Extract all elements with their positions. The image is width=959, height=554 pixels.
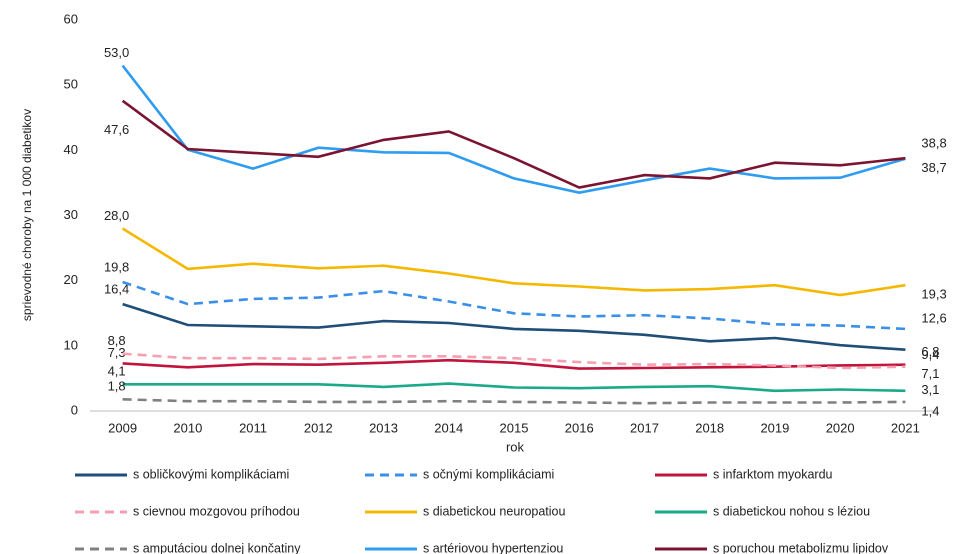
y-tick-label: 0 — [71, 402, 78, 417]
y-tick-label: 60 — [64, 11, 78, 26]
x-tick-label: 2013 — [369, 420, 398, 435]
x-tick-label: 2011 — [239, 420, 267, 435]
data-label: 38,7 — [921, 160, 946, 175]
x-tick-label: 2021 — [891, 420, 920, 435]
data-label: 4,1 — [108, 364, 126, 379]
y-tick-label: 10 — [64, 337, 78, 352]
legend-label: s očnými komplikáciami — [423, 467, 554, 481]
legend-label: s obličkovými komplikáciami — [133, 467, 289, 481]
data-label: 6,8 — [921, 344, 939, 359]
data-label: 12,6 — [921, 310, 946, 325]
y-tick-label: 30 — [64, 207, 78, 222]
data-label: 9,4 — [921, 347, 939, 362]
data-label: 16,4 — [104, 282, 129, 297]
x-tick-label: 2017 — [630, 420, 659, 435]
data-label: 19,8 — [104, 259, 129, 274]
series-line — [121, 227, 906, 297]
y-tick-label: 40 — [64, 142, 78, 157]
legend-label: s poruchou metabolizmu lipidov — [713, 541, 889, 554]
data-label: 38,8 — [921, 136, 946, 151]
legend-label: s artériovou hypertenziou — [423, 541, 563, 554]
legend-label: s diabetickou nohou s léziou — [713, 504, 870, 518]
x-tick-label: 2019 — [760, 420, 789, 435]
y-axis-label: sprievodné choroby na 1 000 diabetikov — [20, 109, 34, 321]
series-line — [122, 280, 906, 331]
x-tick-label: 2020 — [826, 420, 855, 435]
data-label: 1,4 — [921, 403, 939, 418]
data-label: 3,1 — [921, 382, 939, 397]
y-tick-label: 50 — [64, 77, 78, 92]
series-line — [122, 302, 906, 351]
x-tick-label: 2009 — [108, 420, 137, 435]
x-tick-label: 2012 — [304, 420, 333, 435]
data-label: 53,0 — [104, 45, 129, 60]
series-line — [122, 352, 906, 370]
data-label: 8,8 — [108, 333, 126, 348]
x-tick-label: 2014 — [434, 420, 463, 435]
data-label: 47,6 — [104, 122, 129, 137]
legend-label: s diabetickou neuropatiou — [423, 504, 566, 518]
data-label: 7,3 — [108, 345, 126, 360]
x-tick-label: 2016 — [565, 420, 594, 435]
data-label: 1,8 — [108, 379, 126, 394]
series-line — [121, 64, 906, 195]
legend-label: s amputáciou dolnej končatiny — [133, 541, 301, 554]
x-tick-label: 2018 — [695, 420, 724, 435]
data-label: 28,0 — [104, 208, 129, 223]
y-tick-label: 20 — [64, 272, 78, 287]
series-line — [122, 358, 906, 370]
series-line — [122, 382, 906, 393]
legend-label: s cievnou mozgovou príhodou — [133, 504, 300, 518]
x-tick-label: 2010 — [173, 420, 202, 435]
x-tick-label: 2015 — [500, 420, 529, 435]
legend-label: s infarktom myokardu — [713, 467, 833, 481]
data-label: 19,3 — [921, 287, 946, 302]
x-axis-label: rok — [506, 439, 525, 454]
series-line — [122, 398, 906, 405]
data-label: 7,1 — [921, 366, 939, 381]
series-line — [121, 99, 906, 189]
